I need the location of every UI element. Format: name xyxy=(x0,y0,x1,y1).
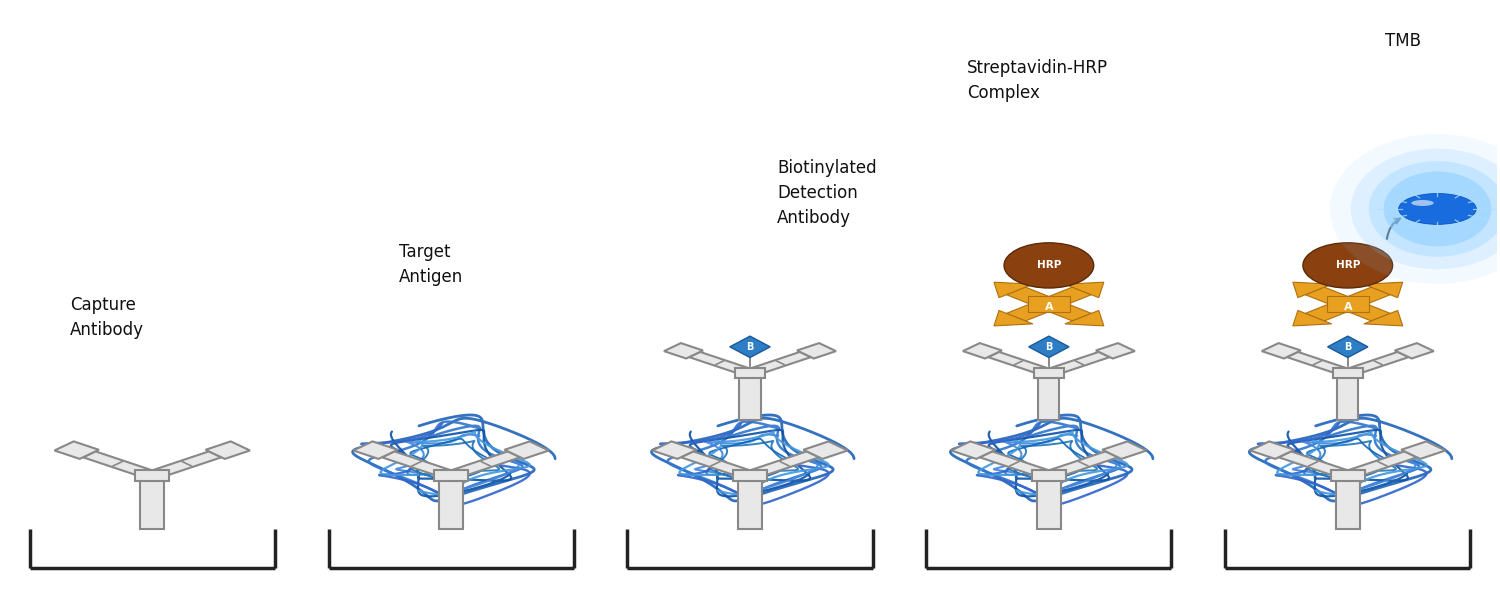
Text: Biotinylated
Detection
Antibody: Biotinylated Detection Antibody xyxy=(777,159,876,227)
Ellipse shape xyxy=(1412,200,1434,206)
Polygon shape xyxy=(1065,310,1104,326)
Polygon shape xyxy=(664,343,704,359)
Polygon shape xyxy=(1250,442,1294,459)
Polygon shape xyxy=(440,475,464,529)
Polygon shape xyxy=(82,451,159,478)
Polygon shape xyxy=(354,442,398,459)
Polygon shape xyxy=(740,373,760,420)
Polygon shape xyxy=(1096,343,1136,359)
Bar xyxy=(734,470,766,481)
Polygon shape xyxy=(1336,475,1359,529)
Polygon shape xyxy=(804,442,847,459)
Polygon shape xyxy=(963,343,1002,359)
Polygon shape xyxy=(1102,442,1146,459)
Polygon shape xyxy=(1065,282,1104,298)
Polygon shape xyxy=(1338,300,1390,321)
Polygon shape xyxy=(652,442,696,459)
Polygon shape xyxy=(146,451,222,478)
Polygon shape xyxy=(1262,343,1300,359)
Text: HRP: HRP xyxy=(1036,260,1060,271)
Polygon shape xyxy=(1395,343,1434,359)
Polygon shape xyxy=(688,352,756,376)
Polygon shape xyxy=(1341,451,1418,478)
Polygon shape xyxy=(1401,442,1446,459)
Text: A: A xyxy=(1044,302,1053,312)
Polygon shape xyxy=(1040,300,1092,321)
Ellipse shape xyxy=(1352,149,1500,269)
Polygon shape xyxy=(1293,310,1332,326)
Bar xyxy=(1330,470,1365,481)
Polygon shape xyxy=(206,442,251,459)
Text: HRP: HRP xyxy=(1335,260,1360,271)
Polygon shape xyxy=(1364,282,1402,298)
Ellipse shape xyxy=(1004,243,1094,288)
Polygon shape xyxy=(738,475,762,529)
Text: B: B xyxy=(747,342,753,352)
Polygon shape xyxy=(504,442,549,459)
Ellipse shape xyxy=(1398,193,1476,224)
Text: Capture
Antibody: Capture Antibody xyxy=(70,296,144,340)
Text: TMB: TMB xyxy=(1384,32,1420,50)
Polygon shape xyxy=(1278,451,1354,478)
Bar xyxy=(1034,368,1064,377)
Polygon shape xyxy=(994,282,1033,298)
Text: Target
Antigen: Target Antigen xyxy=(399,243,464,286)
Polygon shape xyxy=(744,352,812,376)
Ellipse shape xyxy=(1304,243,1392,288)
Polygon shape xyxy=(1036,475,1060,529)
Polygon shape xyxy=(1338,373,1359,420)
Ellipse shape xyxy=(1368,161,1500,257)
Text: B: B xyxy=(1046,342,1053,352)
Bar xyxy=(1328,296,1368,313)
Polygon shape xyxy=(1342,352,1408,376)
Polygon shape xyxy=(54,442,99,459)
Polygon shape xyxy=(1364,310,1402,326)
Bar xyxy=(1028,296,1069,313)
Polygon shape xyxy=(951,442,996,459)
Polygon shape xyxy=(1293,282,1332,298)
Polygon shape xyxy=(1305,287,1358,308)
Ellipse shape xyxy=(1330,134,1500,284)
Polygon shape xyxy=(446,451,520,478)
Bar xyxy=(435,470,468,481)
Polygon shape xyxy=(980,451,1054,478)
Polygon shape xyxy=(994,310,1033,326)
Polygon shape xyxy=(1038,373,1059,420)
Text: A: A xyxy=(1344,302,1352,312)
Polygon shape xyxy=(988,352,1054,376)
Text: B: B xyxy=(1344,342,1352,352)
Ellipse shape xyxy=(1383,172,1491,247)
Polygon shape xyxy=(141,475,164,529)
Polygon shape xyxy=(1029,336,1069,358)
Polygon shape xyxy=(1042,451,1118,478)
Polygon shape xyxy=(1328,336,1368,358)
Bar xyxy=(735,368,765,377)
Polygon shape xyxy=(681,451,756,478)
Bar xyxy=(135,470,170,481)
Polygon shape xyxy=(1305,300,1358,321)
Polygon shape xyxy=(1287,352,1353,376)
Bar xyxy=(1334,368,1362,377)
Polygon shape xyxy=(796,343,836,359)
Polygon shape xyxy=(1338,287,1390,308)
Polygon shape xyxy=(1040,287,1092,308)
Polygon shape xyxy=(744,451,819,478)
Bar xyxy=(1032,470,1065,481)
Polygon shape xyxy=(382,451,458,478)
Text: Streptavidin-HRP
Complex: Streptavidin-HRP Complex xyxy=(966,59,1108,101)
Polygon shape xyxy=(1044,352,1110,376)
Polygon shape xyxy=(1007,300,1059,321)
Polygon shape xyxy=(730,336,770,358)
Polygon shape xyxy=(1007,287,1059,308)
